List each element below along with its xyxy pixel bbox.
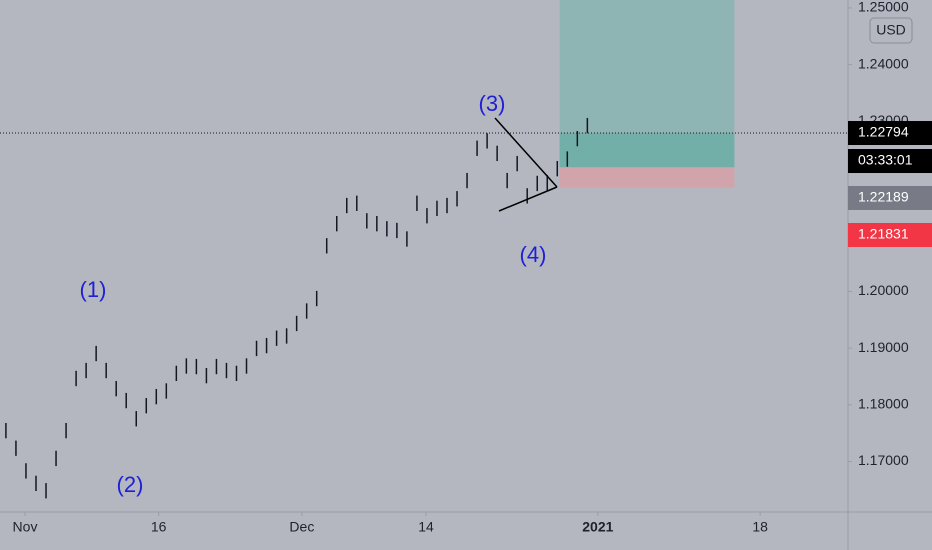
- stop-label: 1.21831: [858, 226, 909, 242]
- stop-label-box: [848, 223, 932, 247]
- x-tick-label: 16: [151, 519, 167, 535]
- currency-button[interactable]: [869, 17, 913, 44]
- x-tick-label: 18: [752, 519, 768, 535]
- countdown-label-box: [848, 149, 932, 174]
- triangle-line: [494, 117, 558, 188]
- entry-label-box: [848, 186, 932, 210]
- currency[interactable]: USD: [876, 22, 906, 38]
- wave-label: (4): [520, 242, 547, 267]
- x-tick-label: 14: [418, 519, 434, 535]
- wave-label: (1): [80, 277, 107, 302]
- wave-label: (2): [117, 472, 144, 497]
- last-price-label-box: [848, 121, 932, 146]
- x-tick-label: Dec: [289, 519, 314, 535]
- last-price-label: 1.22794: [858, 124, 909, 140]
- y-tick-label: 1.25000: [858, 0, 909, 15]
- y-tick-label: 1.18000: [858, 396, 909, 412]
- plot-area: [5, 0, 735, 499]
- y-tick-label: 1.20000: [858, 282, 909, 298]
- stop-zone: [559, 167, 735, 188]
- triangle-line: [498, 186, 558, 212]
- y-tick-label: 1.24000: [858, 55, 909, 71]
- wave-label: (3): [479, 91, 506, 116]
- countdown-label: 03:33:01: [858, 152, 913, 168]
- x-tick-label: 2021: [582, 519, 613, 535]
- x-tick-label: Nov: [13, 519, 38, 535]
- entry-label: 1.22189: [858, 189, 909, 205]
- profit-zone: [559, 133, 735, 168]
- y-tick-label: 1.19000: [858, 339, 909, 355]
- y-tick-label: 1.17000: [858, 452, 909, 468]
